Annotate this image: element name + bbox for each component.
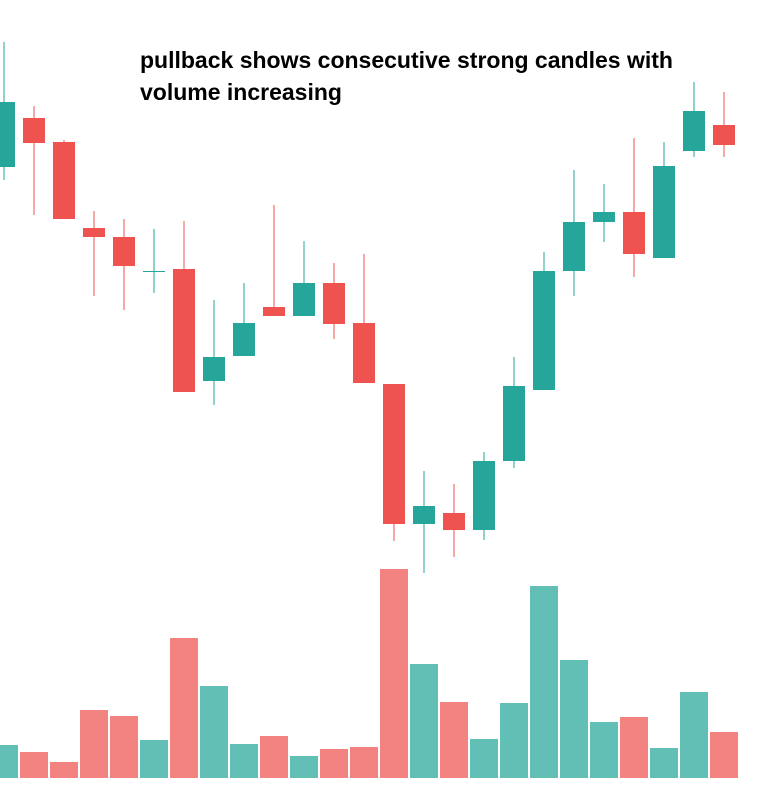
candle-body <box>323 283 345 324</box>
volume-bar <box>560 660 588 778</box>
volume-bar <box>680 692 708 778</box>
volume-bar <box>380 569 408 778</box>
candle-body <box>233 323 255 356</box>
volume-bar <box>110 716 138 778</box>
candle-body <box>263 307 285 316</box>
volume-bar <box>200 686 228 778</box>
volume-bar <box>80 710 108 778</box>
candle-body <box>83 228 105 237</box>
candle-body <box>623 212 645 254</box>
volume-bar <box>320 749 348 778</box>
volume-bar <box>410 664 438 778</box>
candle-body <box>203 357 225 381</box>
candle-body <box>473 461 495 530</box>
candle-body <box>0 102 15 167</box>
volume-bar <box>20 752 48 778</box>
candle-body <box>563 222 585 271</box>
candle-body <box>503 386 525 461</box>
candle-body <box>53 142 75 219</box>
volume-bar <box>50 762 78 778</box>
chart-title: pullback shows consecutive strong candle… <box>140 47 673 105</box>
candle-body <box>683 111 705 151</box>
volume-bar <box>650 748 678 778</box>
volume-bar <box>440 702 468 778</box>
candle-body <box>653 166 675 258</box>
candle-body <box>443 513 465 530</box>
volume-bar <box>170 638 198 778</box>
volume-bar <box>500 703 528 778</box>
volume-bar <box>530 586 558 778</box>
volume-bar <box>350 747 378 778</box>
candle-body <box>533 271 555 390</box>
volume-bar <box>260 736 288 778</box>
volume-bar <box>0 745 18 778</box>
volume-bar <box>290 756 318 778</box>
candle-body <box>113 237 135 266</box>
volume-bar <box>230 744 258 778</box>
candle-body <box>173 269 195 392</box>
candle-body <box>713 125 735 145</box>
volume-bar <box>620 717 648 778</box>
volume-bar <box>140 740 168 778</box>
candle-body <box>383 384 405 524</box>
candle-body <box>593 212 615 222</box>
candle-body <box>413 506 435 524</box>
candle-body <box>23 118 45 143</box>
candle-body <box>353 323 375 383</box>
volume-bar <box>470 739 498 778</box>
candle-body <box>143 271 165 272</box>
volume-bar <box>590 722 618 778</box>
candle-body <box>293 283 315 316</box>
volume-bar <box>710 732 738 778</box>
